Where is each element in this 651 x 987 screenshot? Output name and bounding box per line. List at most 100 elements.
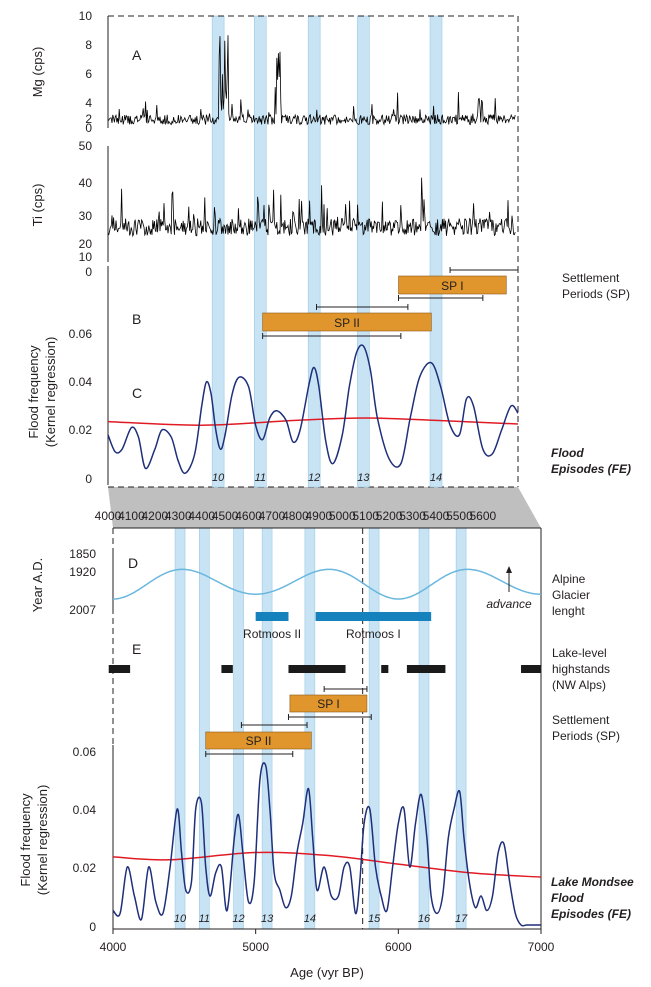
mg-series-line [107, 35, 516, 126]
ti-tick-10: 10 [79, 250, 93, 264]
bc-xtick-4800: 4800 [282, 509, 309, 523]
bc-top-tick: 0 [85, 265, 92, 279]
fe-band-top-11 [254, 15, 267, 488]
fe-band-top-12 [307, 15, 321, 488]
side-mondsee-2: Flood [551, 891, 584, 905]
side-alpine-2: Glacier [552, 588, 590, 602]
side-alpine-1: Alpine [552, 572, 586, 586]
mondsee-axis-label-line2: (Kernel regression) [35, 785, 50, 896]
side-settlement-bottom-1: Settlement [552, 713, 610, 727]
highstand-bar-4 [406, 665, 446, 673]
mg-axis-label: Mg (cps) [30, 47, 45, 98]
bc-xtick-4200: 4200 [142, 509, 169, 523]
panel-label-b: B [132, 311, 141, 327]
d-tick-1850: 1850 [69, 547, 96, 561]
fe-band-bottom-14 [304, 527, 316, 930]
bc-fe-label-12: 12 [308, 472, 320, 484]
e-sp-bar-1 [205, 731, 312, 750]
mondsee-tick-006: 0.06 [73, 745, 97, 759]
bc-fe-label-10: 10 [212, 472, 225, 484]
mg-tick-0: 0 [85, 121, 92, 135]
side-lake-1: Lake-level [552, 646, 607, 660]
rotmoos-label-0: Rotmoos II [243, 627, 301, 641]
fe-band-top-14 [429, 15, 443, 488]
ti-series-line [107, 177, 516, 238]
highstand-bar-2 [288, 665, 346, 673]
lake-level-highstands [108, 665, 541, 673]
fe-band-bottom-12 [233, 527, 244, 930]
bc-xtick-5000: 5000 [329, 509, 356, 523]
bc-settlement-periods: SP I SP II [262, 267, 519, 339]
side-alpine-3: lenght [552, 604, 585, 618]
bc-fe-label-14: 14 [430, 472, 442, 484]
bc-xtick-4500: 4500 [212, 509, 239, 523]
bc-xtick-4000: 4000 [95, 509, 122, 523]
mg-tick-10: 10 [79, 9, 93, 23]
m-fe-label-14: 14 [304, 913, 316, 925]
mondsee-tick-0: 0 [89, 920, 96, 934]
highstand-bar-0 [108, 665, 131, 673]
bc-tick-004: 0.04 [69, 375, 93, 389]
m-fe-label-17: 17 [455, 913, 468, 925]
ti-axis-label: Ti (cps) [30, 184, 45, 227]
bc-trend-line [107, 417, 519, 426]
side-labels: Settlement Periods (SP) Flood Episodes (… [551, 271, 634, 921]
panel-label-c: C [132, 385, 142, 401]
rotmoos-bars: Rotmoos II Rotmoos I [243, 612, 432, 641]
bc-fe-label-13: 13 [357, 472, 370, 484]
x-axis-label: Age (vyr BP) [290, 965, 364, 980]
m-fe-label-16: 16 [418, 913, 431, 925]
zoom-fill [108, 487, 541, 528]
bc-tick-0: 0 [85, 472, 92, 486]
sp-label-top-1: SP II [334, 316, 360, 330]
side-flood-top-2: Episodes (FE) [551, 462, 631, 476]
m-fe-label-13: 13 [261, 913, 274, 925]
bc-fe-label-11: 11 [255, 472, 266, 484]
bc-flood-line [107, 344, 519, 475]
m-fe-label-11: 11 [199, 913, 210, 925]
highstand-bar-1 [221, 665, 233, 673]
ti-tick-50: 50 [79, 139, 93, 153]
bc-xtick-5300: 5300 [399, 509, 426, 523]
panel-label-a: A [132, 47, 142, 63]
m-fe-label-10: 10 [174, 913, 187, 925]
fe-band-bottom-13 [261, 527, 273, 930]
side-settlement-bottom-2: Periods (SP) [552, 729, 620, 743]
panel-a-axes: 10 8 6 4 2 0 A Mg (cps) [30, 9, 518, 135]
bc-flood-episode-labels: 10 11 12 13 14 [212, 472, 442, 484]
e-sp-bar-0 [289, 694, 368, 713]
highstand-bar-5 [521, 665, 541, 673]
advance-annotation: advance [486, 566, 532, 611]
panel-label-e: E [132, 641, 141, 657]
side-lake-3: (NW Alps) [552, 678, 606, 692]
m-xtick-7000: 7000 [528, 940, 555, 954]
mondsee-axes: 0.06 0.04 0.02 0 Flood frequency (Kernel… [18, 745, 541, 980]
mondsee-flood-line [112, 762, 541, 927]
ti-tick-20: 20 [79, 237, 93, 251]
panel-d-axes: 1850 1920 2007 Year A.D. D [30, 547, 138, 617]
mondsee-flood-episode-labels: 10 11 12 13 14 15 16 17 [174, 913, 468, 925]
bc-x-ticks: 4000410042004300440045004600470048004900… [95, 509, 497, 523]
e-sp-label-1: SP II [246, 734, 272, 748]
panel-bc-axes: 0 0.06 0.04 0.02 0 Flood frequency (Kern… [26, 265, 142, 486]
bc-xtick-5100: 5100 [352, 509, 379, 523]
mg-tick-6: 6 [85, 67, 92, 81]
fe-band-top-13 [357, 15, 370, 488]
bc-xtick-4400: 4400 [188, 509, 215, 523]
bc-axis-label-line1: Flood frequency [26, 345, 41, 439]
d-tick-1920: 1920 [69, 565, 96, 579]
bc-xtick-5500: 5500 [446, 509, 473, 523]
bc-xtick-4700: 4700 [259, 509, 286, 523]
m-xtick-4000: 4000 [100, 940, 127, 954]
m-xtick-6000: 6000 [385, 940, 412, 954]
mondsee-tick-004: 0.04 [73, 803, 97, 817]
panel-label-d: D [128, 555, 138, 571]
mg-tick-2: 2 [85, 112, 92, 126]
mg-tick-8: 8 [85, 38, 92, 52]
side-settlement-top-1: Settlement [562, 271, 620, 285]
bc-xtick-4900: 4900 [306, 509, 333, 523]
sp-bar-top-1 [262, 312, 432, 332]
fe-band-bottom-11 [199, 527, 210, 930]
sp-label-top-0: SP I [441, 279, 463, 293]
